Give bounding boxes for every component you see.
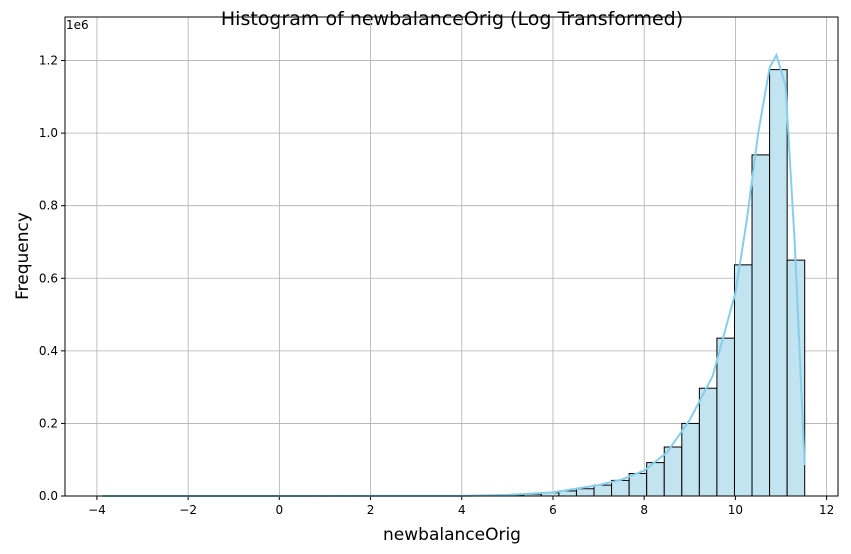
kde-line xyxy=(102,52,806,497)
y-tick-label: 0.0 xyxy=(39,489,58,503)
bar xyxy=(628,473,648,497)
x-tick-label: 0 xyxy=(276,503,284,517)
x-tick-label: 4 xyxy=(458,503,466,517)
x-tick-label: 8 xyxy=(640,503,648,517)
bar xyxy=(786,259,806,497)
x-tick-label: 10 xyxy=(728,503,743,517)
x-axis-label: newbalanceOrig xyxy=(383,525,521,545)
bar xyxy=(611,479,630,497)
plot-frame xyxy=(64,16,839,497)
chart-title: Histogram of newbalanceOrig (Log Transfo… xyxy=(221,8,683,30)
x-tick-label: −4 xyxy=(88,503,106,517)
bar xyxy=(575,488,595,497)
y-tick-label: 1.0 xyxy=(39,126,58,140)
bar xyxy=(769,69,788,497)
x-tick-label: 6 xyxy=(549,503,557,517)
bar xyxy=(593,484,613,497)
bar xyxy=(698,387,718,497)
y-tick-label: 0.8 xyxy=(39,199,58,213)
y-tick-label: 1.2 xyxy=(39,54,58,68)
y-tick-label: 0.4 xyxy=(39,344,58,358)
x-tick-label: 2 xyxy=(367,503,375,517)
bar xyxy=(663,446,683,497)
bar xyxy=(751,154,771,497)
y-offset-label: 1e6 xyxy=(66,18,89,32)
y-tick-label: 0.6 xyxy=(39,271,58,285)
y-axis-label: Frequency xyxy=(13,212,33,300)
bar xyxy=(733,264,753,497)
x-tick-label: −2 xyxy=(179,503,197,517)
y-tick-label: 0.2 xyxy=(39,416,58,430)
bar xyxy=(716,337,735,497)
x-tick-label: 12 xyxy=(819,503,834,517)
bar xyxy=(681,422,700,497)
